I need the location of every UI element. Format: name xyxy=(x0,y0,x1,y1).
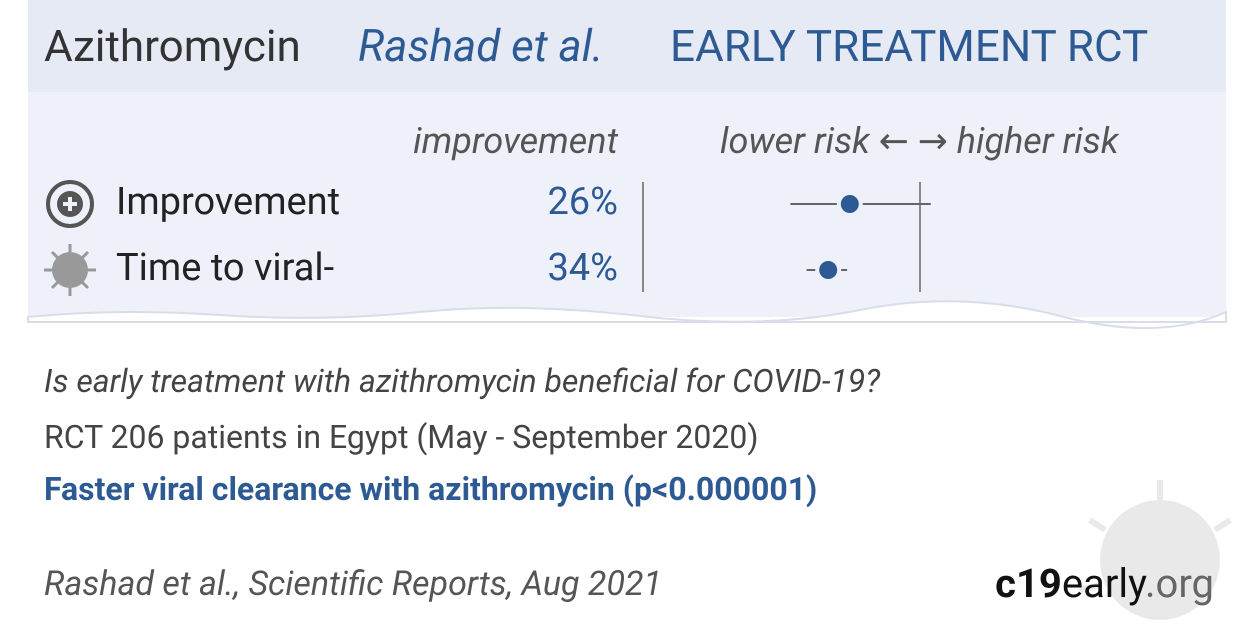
study: Rashad et al. xyxy=(358,20,604,72)
logo-part: c19 xyxy=(995,560,1062,607)
citation: Rashad et al., Scientific Reports, Aug 2… xyxy=(44,564,663,604)
improvement-value: 34% xyxy=(547,246,618,290)
virus-bg xyxy=(1079,480,1232,620)
forest-plot xyxy=(790,191,931,283)
risk-label: lower risk ← → higher risk xyxy=(720,120,1119,162)
finding: Faster viral clearance with azithromycin… xyxy=(44,470,818,508)
improvement-icon xyxy=(46,180,94,228)
logo: c19early.org xyxy=(995,560,1214,607)
column-label: improvement xyxy=(413,120,618,162)
drug: Azithromycin xyxy=(44,20,301,72)
header-band xyxy=(28,0,1226,92)
kind: EARLY TREATMENT RCT xyxy=(670,20,1149,72)
design: RCT 206 patients in Egypt (May - Septemb… xyxy=(44,418,759,456)
improvement-value: 26% xyxy=(547,180,618,224)
logo-part: .org xyxy=(1144,560,1214,607)
logo-part: early xyxy=(1061,560,1145,607)
effect-dot xyxy=(815,257,842,283)
effect-dot xyxy=(836,191,863,217)
outcome-name: Improvement xyxy=(116,180,341,224)
outcome-name: Time to viral- xyxy=(116,246,335,290)
wave-edge xyxy=(27,300,1227,329)
results-band xyxy=(28,92,1226,317)
virus-icon xyxy=(44,244,96,296)
question: Is early treatment with azithromycin ben… xyxy=(44,362,881,400)
